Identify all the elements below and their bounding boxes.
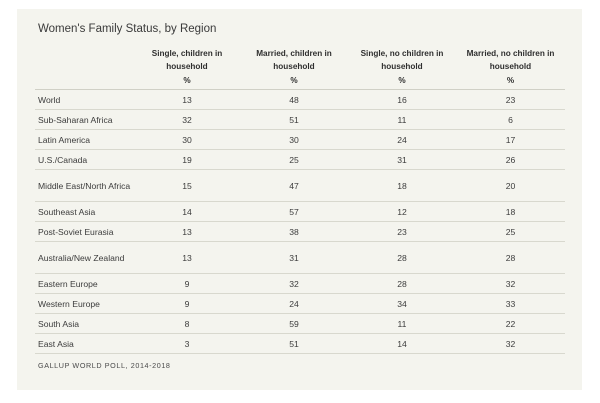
- value-cell: 34: [348, 293, 456, 314]
- value-cell: 11: [348, 313, 456, 334]
- table-body: World 13 48 16 23 Sub-Saharan Africa 32 51 11 6 La…: [35, 89, 565, 354]
- table-row: East Asia 3 51 14 32: [35, 333, 565, 354]
- value-cell: 18: [348, 169, 456, 202]
- value-cell: 32: [134, 109, 240, 130]
- value-cell: 51: [240, 109, 348, 130]
- table-row: Sub-Saharan Africa 32 51 11 6: [35, 109, 565, 130]
- table-card: Women's Family Status, by Region Single,…: [17, 9, 582, 390]
- table-row: South Asia 8 59 11 22: [35, 313, 565, 334]
- unit-label: %: [456, 75, 565, 90]
- value-cell: 3: [134, 333, 240, 354]
- value-cell: 13: [134, 241, 240, 274]
- value-cell: 13: [134, 221, 240, 242]
- unit-label: %: [240, 75, 348, 90]
- region-cell: South Asia: [35, 313, 134, 334]
- value-cell: 59: [240, 313, 348, 334]
- table-row: World 13 48 16 23: [35, 89, 565, 110]
- value-cell: 30: [240, 129, 348, 150]
- column-header: Single, no children in household: [360, 49, 444, 71]
- value-cell: 25: [456, 221, 565, 242]
- header-region: [35, 47, 134, 75]
- value-cell: 11: [348, 109, 456, 130]
- value-cell: 26: [456, 149, 565, 170]
- value-cell: 17: [456, 129, 565, 150]
- value-cell: 25: [240, 149, 348, 170]
- region-cell: Sub-Saharan Africa: [35, 109, 134, 130]
- value-cell: 23: [348, 221, 456, 242]
- table-row: Southeast Asia 14 57 12 18: [35, 201, 565, 222]
- value-cell: 15: [134, 169, 240, 202]
- value-cell: 33: [456, 293, 565, 314]
- value-cell: 30: [134, 129, 240, 150]
- table-row: Eastern Europe 9 32 28 32: [35, 273, 565, 294]
- region-cell: East Asia: [35, 333, 134, 354]
- value-cell: 12: [348, 201, 456, 222]
- value-cell: 14: [134, 201, 240, 222]
- value-cell: 32: [456, 333, 565, 354]
- value-cell: 6: [456, 109, 565, 130]
- unit-label: %: [134, 75, 240, 90]
- column-header: Married, children in household: [256, 49, 332, 71]
- value-cell: 32: [240, 273, 348, 294]
- region-cell: Eastern Europe: [35, 273, 134, 294]
- value-cell: 18: [456, 201, 565, 222]
- value-cell: 28: [348, 273, 456, 294]
- value-cell: 32: [456, 273, 565, 294]
- value-cell: 9: [134, 293, 240, 314]
- value-cell: 16: [348, 89, 456, 110]
- table-title: Women's Family Status, by Region: [38, 23, 217, 35]
- region-cell: Post-Soviet Eurasia: [35, 221, 134, 242]
- value-cell: 14: [348, 333, 456, 354]
- family-status-table: Single, children in household Married, c…: [35, 47, 565, 354]
- value-cell: 38: [240, 221, 348, 242]
- value-cell: 31: [348, 149, 456, 170]
- table-row: Latin America 30 30 24 17: [35, 129, 565, 150]
- value-cell: 31: [240, 241, 348, 274]
- value-cell: 48: [240, 89, 348, 110]
- region-cell: Australia/New Zealand: [35, 241, 134, 274]
- source-note: GALLUP WORLD POLL, 2014-2018: [38, 361, 171, 370]
- value-cell: 28: [456, 241, 565, 274]
- column-header: Married, no children in household: [466, 49, 555, 71]
- region-cell: Western Europe: [35, 293, 134, 314]
- column-header: Single, children in household: [151, 49, 223, 71]
- value-cell: 9: [134, 273, 240, 294]
- value-cell: 47: [240, 169, 348, 202]
- value-cell: 51: [240, 333, 348, 354]
- table-row: Australia/New Zealand 13 31 28 28: [35, 241, 565, 274]
- value-cell: 22: [456, 313, 565, 334]
- region-cell: Latin America: [35, 129, 134, 150]
- region-cell: Middle East/North Africa: [35, 169, 134, 202]
- value-cell: 23: [456, 89, 565, 110]
- table-row: Western Europe 9 24 34 33: [35, 293, 565, 314]
- value-cell: 19: [134, 149, 240, 170]
- value-cell: 57: [240, 201, 348, 222]
- table-row: Middle East/North Africa 15 47 18 20: [35, 169, 565, 202]
- region-cell: Southeast Asia: [35, 201, 134, 222]
- unit-label: %: [348, 75, 456, 90]
- table-row: U.S./Canada 19 25 31 26: [35, 149, 565, 170]
- value-cell: 24: [240, 293, 348, 314]
- value-cell: 28: [348, 241, 456, 274]
- value-cell: 24: [348, 129, 456, 150]
- unit-label-empty: [35, 75, 134, 90]
- region-cell: World: [35, 89, 134, 110]
- region-cell: U.S./Canada: [35, 149, 134, 170]
- value-cell: 13: [134, 89, 240, 110]
- table-row: Post-Soviet Eurasia 13 38 23 25: [35, 221, 565, 242]
- value-cell: 20: [456, 169, 565, 202]
- value-cell: 8: [134, 313, 240, 334]
